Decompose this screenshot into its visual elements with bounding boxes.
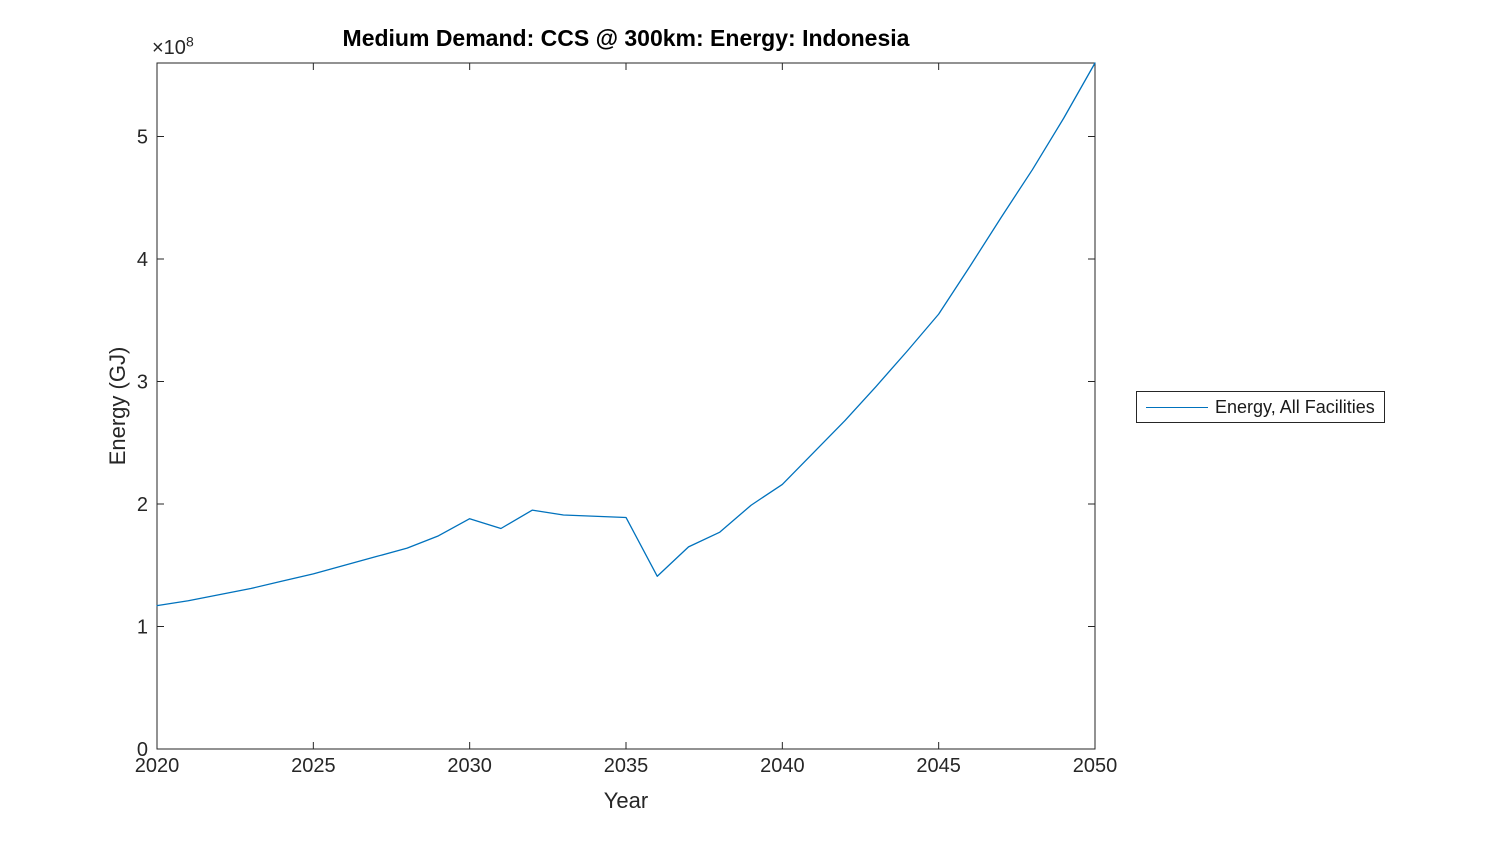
chart-title: Medium Demand: CCS @ 300km: Energy: Indo…	[342, 25, 910, 51]
y-tick-label: 4	[137, 249, 148, 271]
x-tick-label: 2035	[604, 755, 649, 777]
x-tick-label: 2050	[1073, 755, 1118, 777]
y-tick-label: 5	[137, 127, 148, 149]
y-axis-multiplier-exponent: 8	[185, 33, 194, 50]
y-tick-label: 2	[137, 494, 148, 516]
y-axis-multiplier-label: ×108	[152, 34, 194, 59]
y-tick-label: 0	[137, 739, 148, 761]
legend-line-sample	[1146, 406, 1208, 408]
y-axis-multiplier-base: ×10	[152, 37, 186, 59]
x-tick-label: 2040	[760, 755, 805, 777]
y-tick-label: 1	[137, 617, 148, 639]
legend-entry-label: Energy, All Facilities	[1215, 396, 1375, 417]
x-axis-label: Year	[603, 788, 649, 813]
data-line-energy-all-facilities	[156, 62, 1096, 607]
y-tick-label: 3	[137, 372, 148, 394]
x-tick-label: 2030	[447, 755, 492, 777]
x-tick-label: 2025	[291, 755, 336, 777]
y-axis-label: Energy (GJ)	[105, 346, 130, 466]
x-tick-label: 2045	[916, 755, 961, 777]
x-tick-label: 2020	[135, 755, 180, 777]
plot-border	[156, 62, 1096, 750]
legend: Energy, All Facilities	[1136, 391, 1385, 423]
